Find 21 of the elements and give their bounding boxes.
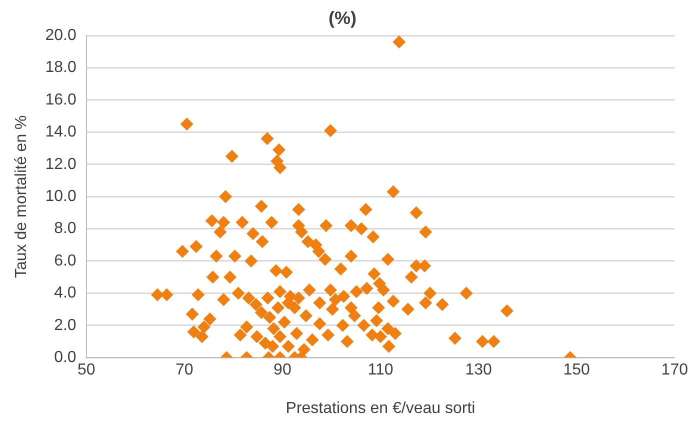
y-tick-label: 12.0 [45,156,76,173]
x-tick-label: 50 [77,362,96,379]
y-tick-label: 2.0 [54,316,76,334]
x-tick-label: 90 [274,362,292,379]
x-tick-label: 70 [175,362,194,379]
y-tick-label: 16.0 [45,91,76,108]
y-tick-label: 0.0 [54,349,76,366]
x-tick-label: 170 [661,362,688,379]
y-tick-label: 4.0 [54,284,76,302]
chart-title: (%) [328,8,356,28]
x-axis-title: Prestations en €/veau sorti [286,400,476,417]
x-tick-label: 150 [563,362,590,379]
y-tick-label: 6.0 [54,252,76,270]
x-tick-label: 110 [368,362,394,379]
y-tick-label: 14.0 [45,124,76,141]
y-tick-label: 8.0 [54,220,76,238]
y-tick-label: 10.0 [45,188,76,206]
y-tick-label: 18.0 [45,59,76,76]
y-tick-label: 20.0 [45,27,76,44]
x-tick-label: 130 [465,362,492,379]
y-axis-title: Taux de mortalité en % [13,115,30,278]
